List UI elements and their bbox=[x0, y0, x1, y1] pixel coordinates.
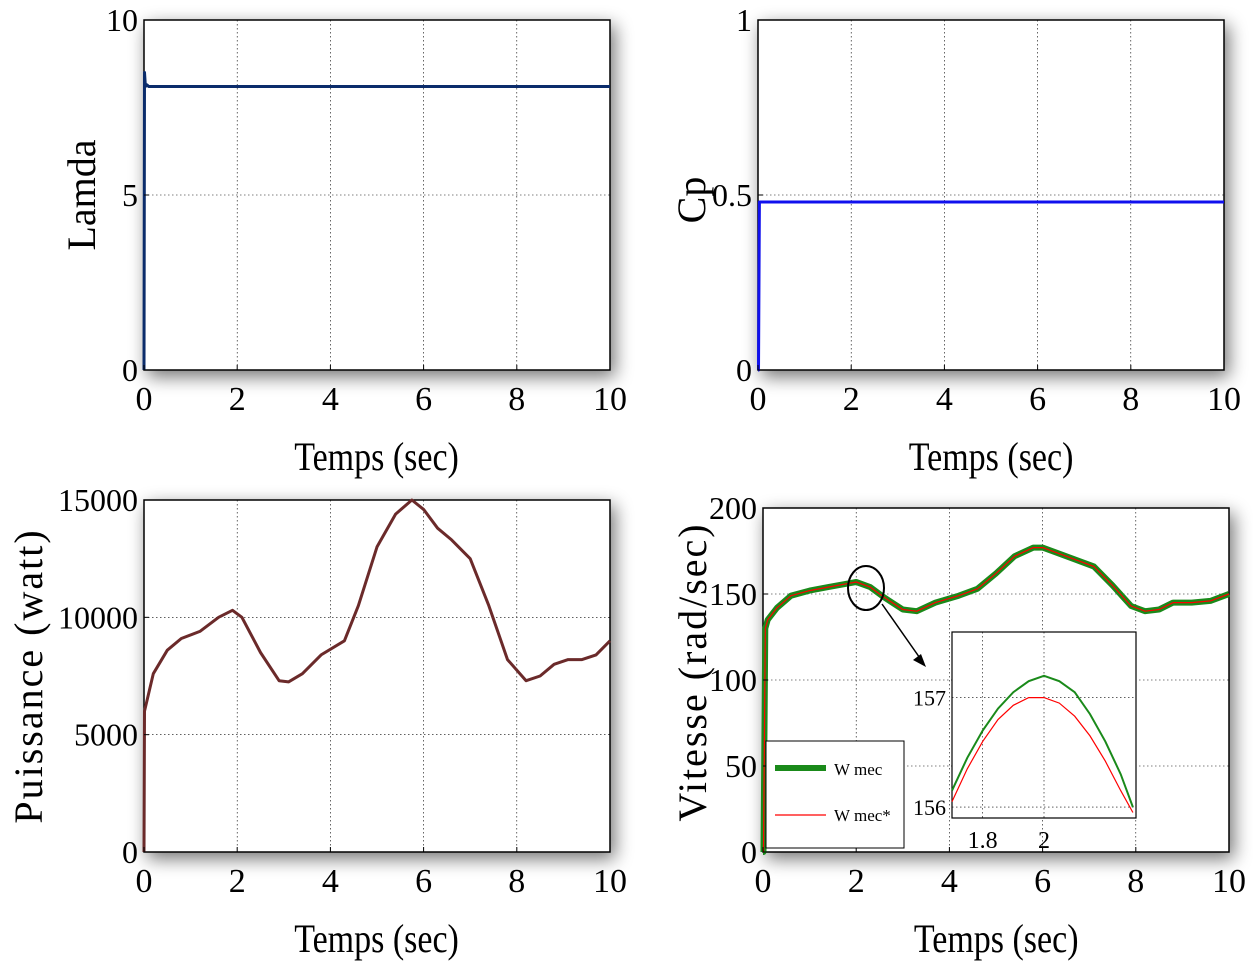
x-tick-label: 8 bbox=[508, 381, 525, 418]
chart-cp: 0 2 4 6 8 10 0 0.5 1 Temps (sec) Cp bbox=[669, 2, 1241, 480]
x-tick-label: 10 bbox=[593, 863, 627, 900]
y-axis-label-puissance: Puissance (watt) bbox=[6, 528, 51, 823]
x-tick-label: 2 bbox=[229, 863, 246, 900]
inset-series-line-0 bbox=[951, 674, 1134, 808]
x-tick-label: 0 bbox=[136, 381, 153, 418]
y-tick-label: 150 bbox=[709, 576, 757, 612]
legend-vitesse: W mec W mec* bbox=[765, 740, 905, 849]
inset-x-tick-label: 1.8 bbox=[968, 828, 998, 854]
plot-frame-puissance bbox=[143, 499, 611, 853]
series-vitesse bbox=[760, 544, 1231, 855]
y-tick-label: 200 bbox=[709, 490, 757, 526]
y-tick-label: 15000 bbox=[58, 482, 138, 518]
zoom-arrow-head bbox=[913, 654, 926, 667]
ticks-lamda: 0 2 4 6 8 10 0 5 10 bbox=[106, 2, 627, 418]
x-tick-label: 6 bbox=[1029, 381, 1046, 418]
inset-y-tick-label: 156 bbox=[913, 795, 946, 820]
x-tick-label: 0 bbox=[136, 863, 153, 900]
chart-puissance: 0 2 4 6 8 10 0 5000 10000 15000 Temps (sec) Puiss… bbox=[6, 482, 627, 962]
x-tick-label: 8 bbox=[1127, 863, 1144, 900]
x-axis-label-cp: Temps (sec) bbox=[909, 436, 1074, 480]
x-tick-label: 4 bbox=[322, 381, 339, 418]
inset-ticks: 1.8 2 156 157 bbox=[913, 686, 1050, 854]
inset-y-tick-label: 157 bbox=[913, 686, 946, 711]
x-tick-label: 6 bbox=[415, 381, 432, 418]
legend-label-w-mec-star: W mec* bbox=[834, 806, 891, 825]
ticks-puissance: 0 2 4 6 8 10 0 5000 10000 15000 bbox=[58, 482, 627, 900]
y-tick-label: 0 bbox=[122, 352, 138, 388]
x-tick-label: 4 bbox=[941, 863, 958, 900]
x-tick-label: 2 bbox=[848, 863, 865, 900]
x-tick-label: 6 bbox=[1034, 863, 1051, 900]
y-tick-label: 0.5 bbox=[712, 177, 752, 213]
grid-puissance bbox=[144, 500, 610, 852]
y-tick-label: 50 bbox=[725, 748, 757, 784]
x-axis-label-lamda: Temps (sec) bbox=[294, 436, 459, 480]
y-tick-label: 5000 bbox=[74, 717, 138, 753]
x-axis-label-puissance: Temps (sec) bbox=[294, 918, 459, 962]
x-axis-label-vitesse: Temps (sec) bbox=[914, 918, 1079, 962]
grid-cp bbox=[758, 20, 1224, 370]
legend-label-w-mec: W mec bbox=[834, 760, 883, 779]
y-tick-label: 100 bbox=[709, 662, 757, 698]
y-tick-label: 1 bbox=[736, 2, 752, 38]
x-tick-label: 0 bbox=[750, 381, 767, 418]
x-tick-label: 8 bbox=[1122, 381, 1139, 418]
zoom-arrow-line bbox=[881, 603, 923, 662]
chart-lamda: 0 2 4 6 8 10 0 5 10 Temps (sec) Lamda bbox=[59, 2, 627, 480]
y-tick-label: 10000 bbox=[58, 599, 138, 635]
y-tick-label: 0 bbox=[122, 834, 138, 870]
y-axis-label-cp: Cp bbox=[669, 177, 714, 224]
inset-x-tick-label: 2 bbox=[1038, 828, 1050, 854]
grid-lamda bbox=[144, 20, 610, 370]
series-line-puissance-0 bbox=[142, 498, 612, 853]
ticks-cp: 0 2 4 6 8 10 0 0.5 1 bbox=[712, 2, 1241, 418]
x-tick-label: 4 bbox=[936, 381, 953, 418]
series-puissance bbox=[142, 498, 612, 853]
x-tick-label: 2 bbox=[843, 381, 860, 418]
y-tick-label: 5 bbox=[122, 177, 138, 213]
inset-series bbox=[951, 674, 1134, 813]
y-axis-label-lamda: Lamda bbox=[59, 139, 104, 250]
x-tick-label: 6 bbox=[415, 863, 432, 900]
series-line-vitesse-1 bbox=[762, 546, 1230, 853]
x-tick-label: 8 bbox=[508, 863, 525, 900]
y-tick-label: 10 bbox=[106, 2, 138, 38]
x-tick-label: 10 bbox=[593, 381, 627, 418]
y-axis-label-vitesse: Vitesse (rad/sec) bbox=[670, 522, 715, 821]
series-lamda bbox=[142, 71, 610, 371]
y-tick-label: 0 bbox=[741, 834, 757, 870]
legend-box bbox=[765, 740, 905, 849]
inset-series-line-1 bbox=[951, 696, 1134, 813]
series-line-lamda-0 bbox=[142, 71, 610, 371]
x-tick-label: 2 bbox=[229, 381, 246, 418]
zoom-marker-ellipse bbox=[847, 565, 885, 611]
x-tick-label: 4 bbox=[322, 863, 339, 900]
x-tick-label: 10 bbox=[1212, 863, 1246, 900]
x-tick-label: 10 bbox=[1207, 381, 1241, 418]
x-tick-label: 0 bbox=[755, 863, 772, 900]
y-tick-label: 0 bbox=[736, 352, 752, 388]
